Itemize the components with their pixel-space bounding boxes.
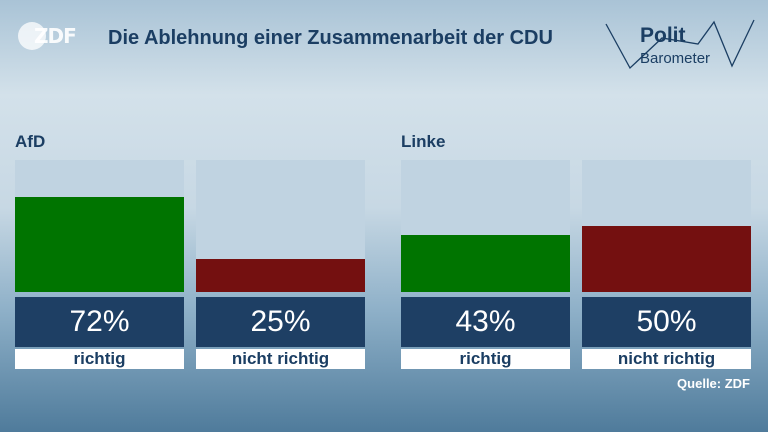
brand-polit: Polit: [640, 24, 686, 47]
politbarometer-zigzag-icon: [605, 19, 755, 70]
brand-barometer: Barometer: [640, 50, 711, 67]
category-label-linke-nicht-richtig: nicht richtig: [582, 349, 751, 369]
group-label-linke: Linke: [401, 132, 446, 151]
source-note: Quelle: ZDF: [677, 376, 750, 391]
category-label-afd-nicht-richtig: nicht richtig: [196, 349, 365, 369]
bar-track-linke-richtig: [401, 160, 570, 292]
bar-linke-richtig: [401, 235, 570, 292]
category-label-linke-richtig: richtig: [401, 349, 570, 369]
bar-afd-nicht-richtig: [196, 259, 365, 292]
logo-circle-icon: [18, 22, 46, 50]
bar-track-afd-richtig: [15, 160, 184, 292]
politbarometer-brand: Polit Barometer: [604, 16, 756, 72]
bar-afd-richtig: [15, 196, 184, 292]
category-label-afd-richtig: richtig: [15, 349, 184, 369]
bar-track-linke-nicht-richtig: [582, 160, 751, 292]
value-label-afd-nicht-richtig: 25%: [196, 297, 365, 347]
value-label-afd-richtig: 72%: [15, 297, 184, 347]
zdf-logo: ZDF: [18, 22, 77, 50]
value-label-linke-richtig: 43%: [401, 297, 570, 347]
logo-text: ZDF: [34, 24, 77, 48]
bar-track-afd-nicht-richtig: [196, 160, 365, 292]
chart-title: Die Ablehnung einer Zusammenarbeit der C…: [108, 27, 553, 49]
value-label-linke-nicht-richtig: 50%: [582, 297, 751, 347]
bar-linke-nicht-richtig: [582, 226, 751, 292]
group-label-afd: AfD: [15, 132, 46, 151]
